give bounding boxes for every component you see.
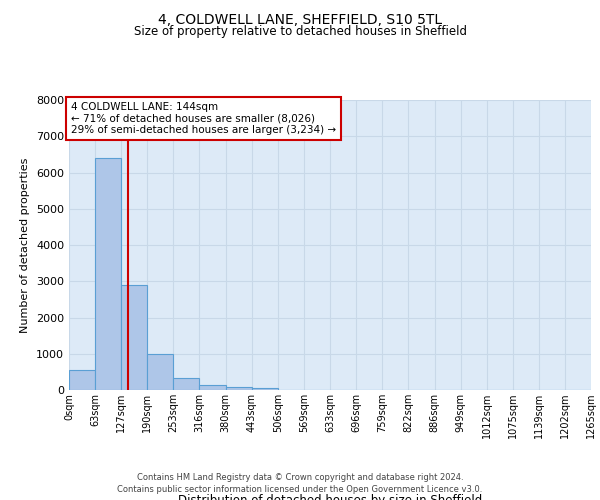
Bar <box>148 354 173 390</box>
Bar <box>199 384 226 390</box>
Text: Contains public sector information licensed under the Open Government Licence v3: Contains public sector information licen… <box>118 485 482 494</box>
Text: 4, COLDWELL LANE, SHEFFIELD, S10 5TL: 4, COLDWELL LANE, SHEFFIELD, S10 5TL <box>158 12 442 26</box>
Bar <box>226 386 252 390</box>
X-axis label: Distribution of detached houses by size in Sheffield: Distribution of detached houses by size … <box>178 494 482 500</box>
Bar <box>252 388 278 390</box>
Bar <box>95 158 121 390</box>
Text: 4 COLDWELL LANE: 144sqm
← 71% of detached houses are smaller (8,026)
29% of semi: 4 COLDWELL LANE: 144sqm ← 71% of detache… <box>71 102 336 135</box>
Y-axis label: Number of detached properties: Number of detached properties <box>20 158 31 332</box>
Bar <box>121 285 148 390</box>
Bar <box>69 370 95 390</box>
Text: Size of property relative to detached houses in Sheffield: Size of property relative to detached ho… <box>133 25 467 38</box>
Text: Contains HM Land Registry data © Crown copyright and database right 2024.: Contains HM Land Registry data © Crown c… <box>137 472 463 482</box>
Bar <box>173 378 199 390</box>
